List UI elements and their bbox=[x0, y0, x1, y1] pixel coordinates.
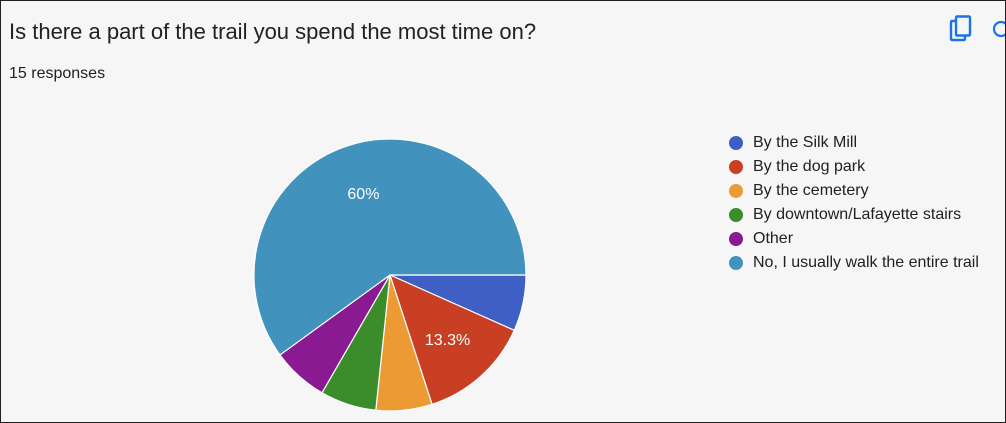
legend-label: By the cemetery bbox=[753, 182, 869, 199]
legend-label: Other bbox=[753, 230, 794, 247]
legend-item[interactable]: By downtown/Lafayette stairs bbox=[729, 203, 979, 227]
chart-legend: By the Silk Mill By the dog park By the ce… bbox=[729, 131, 979, 275]
legend-item[interactable]: Other bbox=[729, 227, 979, 251]
pie-chart: 13.3% 60% bbox=[253, 138, 527, 412]
question-title: Is there a part of the trail you spend t… bbox=[9, 19, 537, 44]
legend-item[interactable]: No, I usually walk the entire trail bbox=[729, 251, 979, 275]
legend-item[interactable]: By the dog park bbox=[729, 155, 979, 179]
legend-label: By the Silk Mill bbox=[753, 134, 858, 151]
legend-item[interactable]: By the Silk Mill bbox=[729, 131, 979, 155]
slice-data-label: 60% bbox=[347, 186, 379, 203]
legend-swatch-icon bbox=[729, 208, 743, 222]
response-count: 15 responses bbox=[9, 65, 106, 82]
legend-swatch-icon bbox=[729, 136, 743, 150]
legend-swatch-icon bbox=[729, 160, 743, 174]
pie-slice[interactable] bbox=[253, 138, 527, 356]
slice-data-label: 13.3% bbox=[425, 332, 470, 349]
legend-swatch-icon bbox=[729, 232, 743, 246]
copy-icon[interactable] bbox=[949, 15, 975, 43]
legend-swatch-icon bbox=[729, 184, 743, 198]
more-options-icon[interactable] bbox=[991, 17, 1006, 41]
legend-label: No, I usually walk the entire trail bbox=[753, 254, 979, 271]
legend-item[interactable]: By the cemetery bbox=[729, 179, 979, 203]
legend-label: By downtown/Lafayette stairs bbox=[753, 206, 962, 223]
legend-label: By the dog park bbox=[753, 158, 866, 175]
legend-swatch-icon bbox=[729, 256, 743, 270]
pie-slice[interactable] bbox=[389, 273, 516, 406]
